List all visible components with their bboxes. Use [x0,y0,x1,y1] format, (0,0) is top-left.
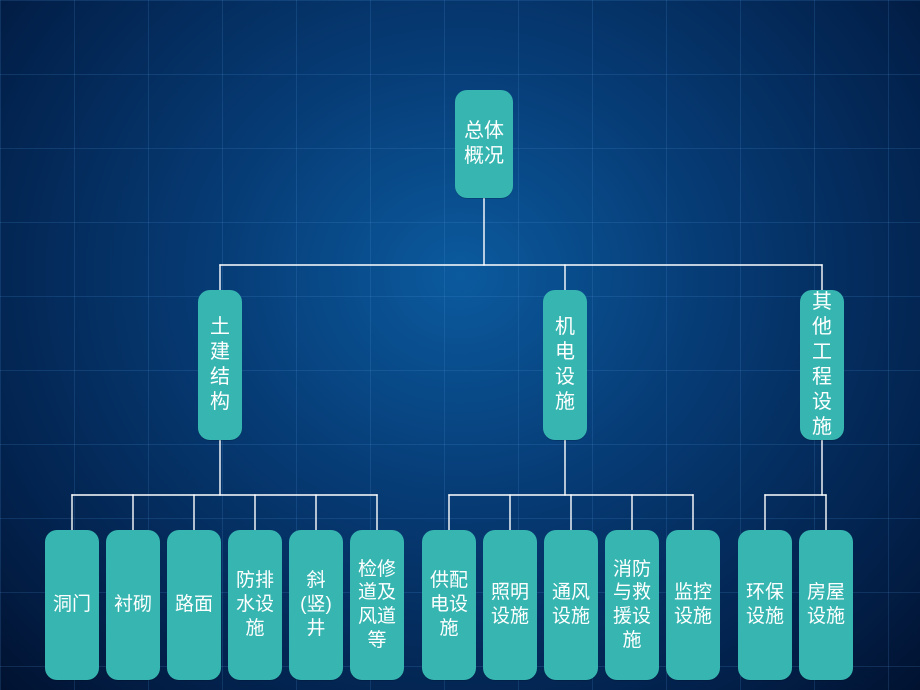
node-l3-6: 检修道及风道等 [350,530,404,680]
node-l3-2: 衬砌 [106,530,160,680]
node-label: 土建结构 [202,315,238,415]
node-label: 监控设施 [674,581,712,629]
node-label: 检修道及风道等 [358,558,396,653]
node-label: 房屋设施 [807,581,845,629]
node-l3-10: 消防与救援设施 [605,530,659,680]
node-other: 其他工程设施 [800,290,844,440]
node-l3-12: 环保设施 [738,530,792,680]
node-label: 机电设施 [547,315,583,415]
node-label: 斜(竖)井 [300,569,332,640]
node-label: 供配电设施 [430,569,468,640]
node-label: 衬砌 [114,593,152,617]
node-label: 防排水设施 [236,569,274,640]
node-label: 消防与救援设施 [613,558,651,653]
node-civil: 土建结构 [198,290,242,440]
node-label: 其他工程设施 [804,290,840,440]
node-l3-13: 房屋设施 [799,530,853,680]
node-root: 总体概况 [455,90,513,198]
node-label: 通风设施 [552,581,590,629]
node-l3-8: 照明设施 [483,530,537,680]
node-l3-3: 路面 [167,530,221,680]
node-label: 洞门 [53,593,91,617]
node-l3-11: 监控设施 [666,530,720,680]
node-label: 环保设施 [746,581,784,629]
node-label: 总体概况 [464,119,504,169]
node-mech: 机电设施 [543,290,587,440]
node-l3-9: 通风设施 [544,530,598,680]
node-label: 照明设施 [491,581,529,629]
node-l3-5: 斜(竖)井 [289,530,343,680]
node-label: 路面 [175,593,213,617]
node-l3-4: 防排水设施 [228,530,282,680]
node-l3-7: 供配电设施 [422,530,476,680]
node-l3-1: 洞门 [45,530,99,680]
